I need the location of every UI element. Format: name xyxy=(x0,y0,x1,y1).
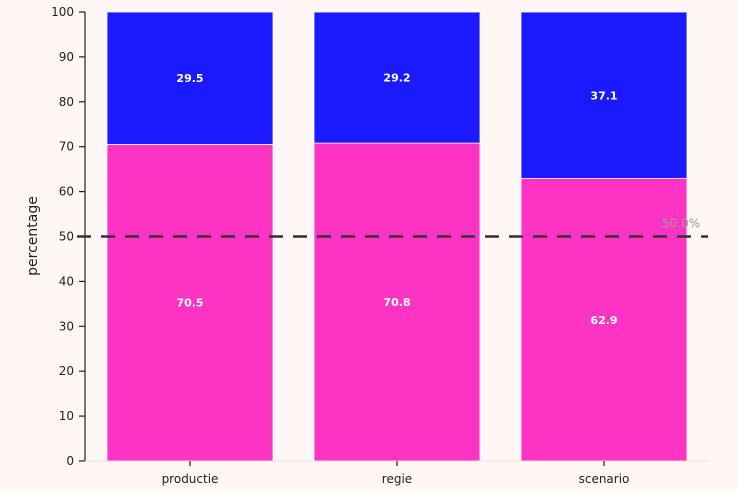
y-tick-label: 60 xyxy=(59,185,74,199)
bar-segment-productie-0 xyxy=(106,144,274,462)
bar-value-label: 29.5 xyxy=(176,72,203,85)
y-tick-label: 30 xyxy=(59,319,74,333)
bar-value-label: 29.2 xyxy=(383,72,410,85)
x-tick-label-productie: productie xyxy=(162,472,219,486)
bar-segment-scenario-1 xyxy=(520,11,688,179)
reference-line-group: 50.0% xyxy=(77,217,708,238)
bar-value-label: 70.8 xyxy=(383,296,410,309)
bar-segment-regie-1 xyxy=(313,11,481,144)
x-axis: productie regie scenario xyxy=(85,460,708,486)
y-tick-label: 10 xyxy=(59,409,74,423)
y-tick-label: 100 xyxy=(51,5,74,19)
y-tick-label: 80 xyxy=(59,95,74,109)
x-tick-label-regie: regie xyxy=(382,472,412,486)
bar-value-label: 37.1 xyxy=(590,89,617,102)
y-tick-label: 90 xyxy=(59,50,74,64)
y-tick-label: 20 xyxy=(59,364,74,378)
reference-line-label: 50.0% xyxy=(662,217,700,231)
x-tick-label-scenario: scenario xyxy=(579,472,630,486)
y-tick-label: 50 xyxy=(59,230,74,244)
bar-segment-productie-1 xyxy=(106,11,274,145)
y-tick-label: 40 xyxy=(59,274,74,288)
y-tick-label: 0 xyxy=(66,454,74,468)
y-axis: 0 10 20 30 40 50 60 70 80 90 100 xyxy=(51,5,86,468)
bar-segment-scenario-0 xyxy=(520,178,688,462)
y-axis-title: percentage xyxy=(25,196,41,276)
bars: 70.5 29.5 70.8 29.2 62.9 37.1 xyxy=(106,11,688,462)
bar-value-label: 70.5 xyxy=(176,297,203,310)
y-tick-label: 70 xyxy=(59,140,74,154)
bar-value-label: 62.9 xyxy=(590,314,617,327)
